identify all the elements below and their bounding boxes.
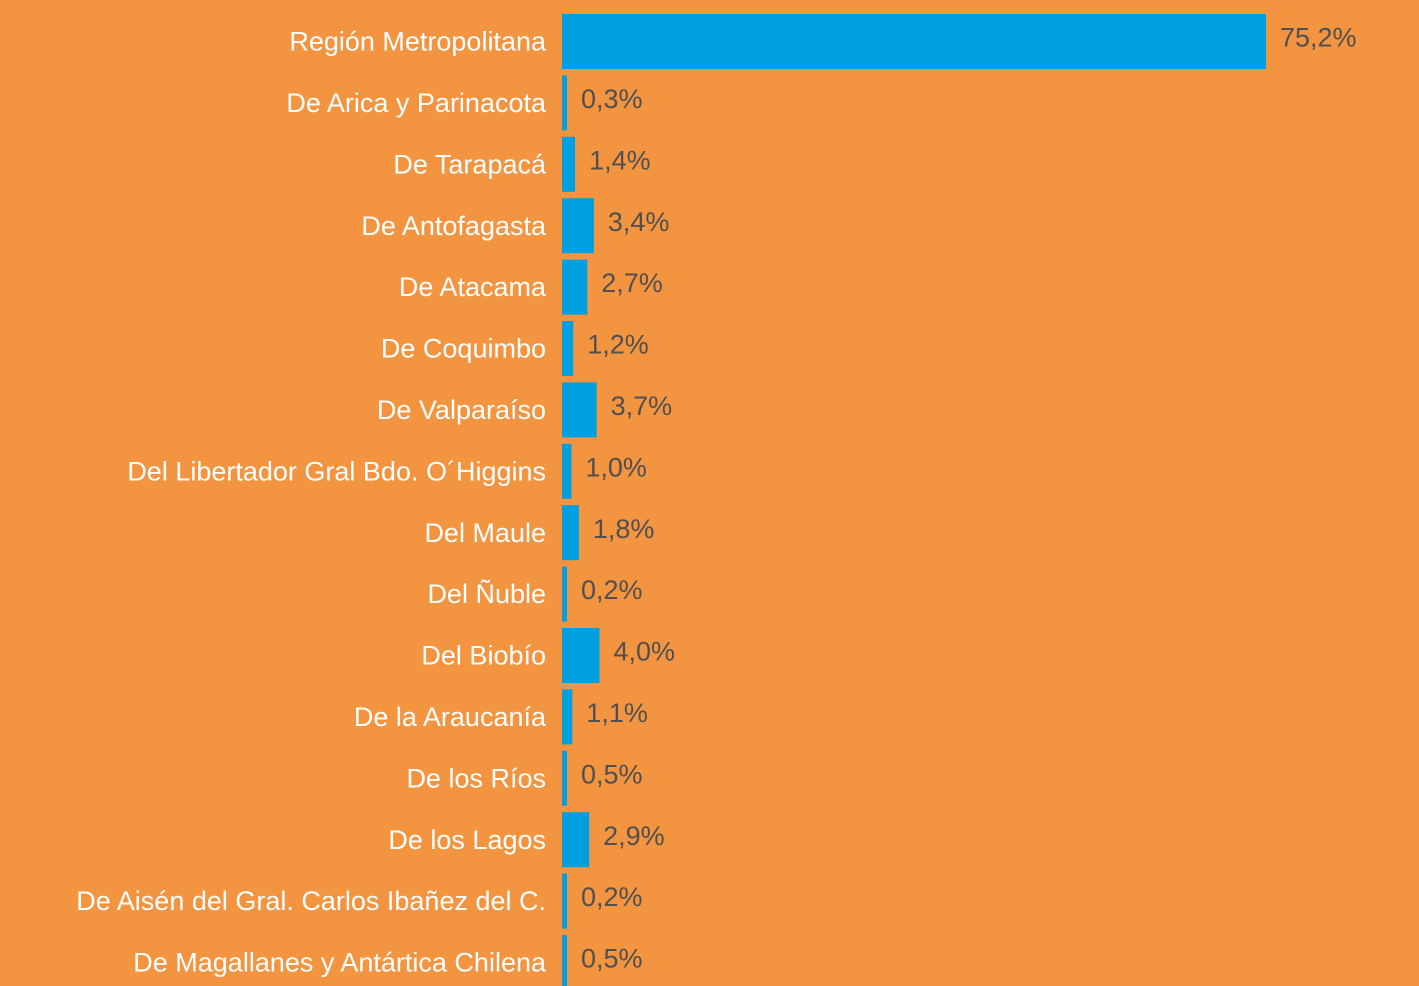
bar <box>562 935 567 986</box>
bar <box>562 321 574 376</box>
value-label: 75,2% <box>1280 23 1357 53</box>
bar <box>562 628 600 683</box>
bar <box>562 75 567 131</box>
bar <box>562 259 588 315</box>
category-label: De Antofagasta <box>361 211 547 241</box>
value-label: 0,2% <box>581 882 643 912</box>
bar <box>562 505 579 561</box>
category-label: De Arica y Parinacota <box>286 88 547 118</box>
value-label: 0,5% <box>581 759 643 789</box>
bar <box>562 750 567 806</box>
category-label: De Aisén del Gral. Carlos Ibañez del C. <box>76 886 546 916</box>
bar <box>562 136 576 192</box>
value-label: 0,2% <box>581 575 643 605</box>
value-label: 1,2% <box>587 330 649 360</box>
value-label: 0,3% <box>581 84 643 114</box>
category-label: Del Ñuble <box>427 578 546 609</box>
bar <box>562 566 567 622</box>
bar <box>562 382 597 438</box>
bar <box>562 443 572 499</box>
value-label: 1,1% <box>586 698 648 728</box>
category-label: De la Araucanía <box>354 702 547 732</box>
bar <box>562 689 573 745</box>
bar <box>562 873 567 929</box>
value-label: 1,8% <box>593 514 655 544</box>
value-label: 3,7% <box>611 391 673 421</box>
value-label: 3,4% <box>608 207 670 237</box>
category-label: De Coquimbo <box>381 334 546 364</box>
category-label: De los Ríos <box>406 763 546 793</box>
category-label: De Atacama <box>399 272 547 302</box>
value-label: 1,0% <box>585 452 647 482</box>
value-label: 2,7% <box>601 268 663 298</box>
bar <box>562 14 1266 69</box>
value-label: 1,4% <box>589 145 651 175</box>
value-label: 4,0% <box>613 637 675 667</box>
bar <box>562 812 590 868</box>
category-label: De Tarapacá <box>393 149 547 179</box>
category-label: Región Metropolitana <box>289 27 547 57</box>
value-label: 0,5% <box>581 944 643 974</box>
category-label: Del Biobío <box>421 641 546 671</box>
category-label: Del Maule <box>424 518 546 548</box>
category-label: De Magallanes y Antártica Chilena <box>133 948 547 978</box>
category-label: De los Lagos <box>388 825 546 855</box>
value-label: 2,9% <box>603 821 665 851</box>
category-label: Del Libertador Gral Bdo. O´Higgins <box>127 456 546 486</box>
bar <box>562 198 594 254</box>
category-label: De Valparaíso <box>377 395 546 425</box>
